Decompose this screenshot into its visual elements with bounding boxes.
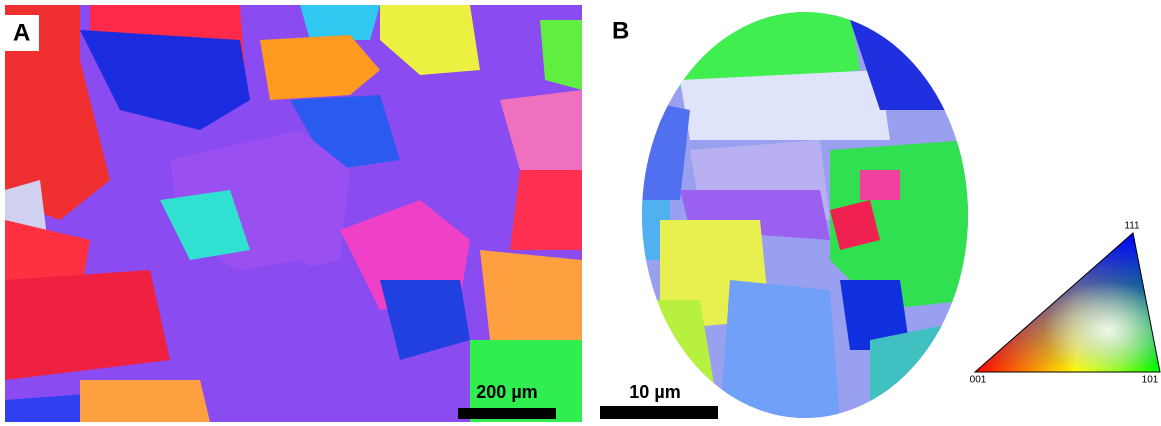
scale-bar-label: 10 µm: [629, 382, 680, 402]
scale-bar: [458, 408, 556, 419]
scale-bar-label: 200 µm: [476, 382, 537, 402]
scale-bar: [600, 406, 718, 419]
grain-map-a: [5, 5, 582, 422]
grain-map-b: [642, 12, 968, 418]
ipf-label: 111: [1124, 221, 1140, 232]
panel-label: B: [612, 17, 629, 44]
ipf-legend: [973, 232, 1161, 373]
panel-label: A: [13, 19, 30, 46]
label-background: [5, 15, 39, 51]
ipf-label: 001: [970, 375, 987, 386]
ipf-label: 101: [1142, 375, 1159, 386]
